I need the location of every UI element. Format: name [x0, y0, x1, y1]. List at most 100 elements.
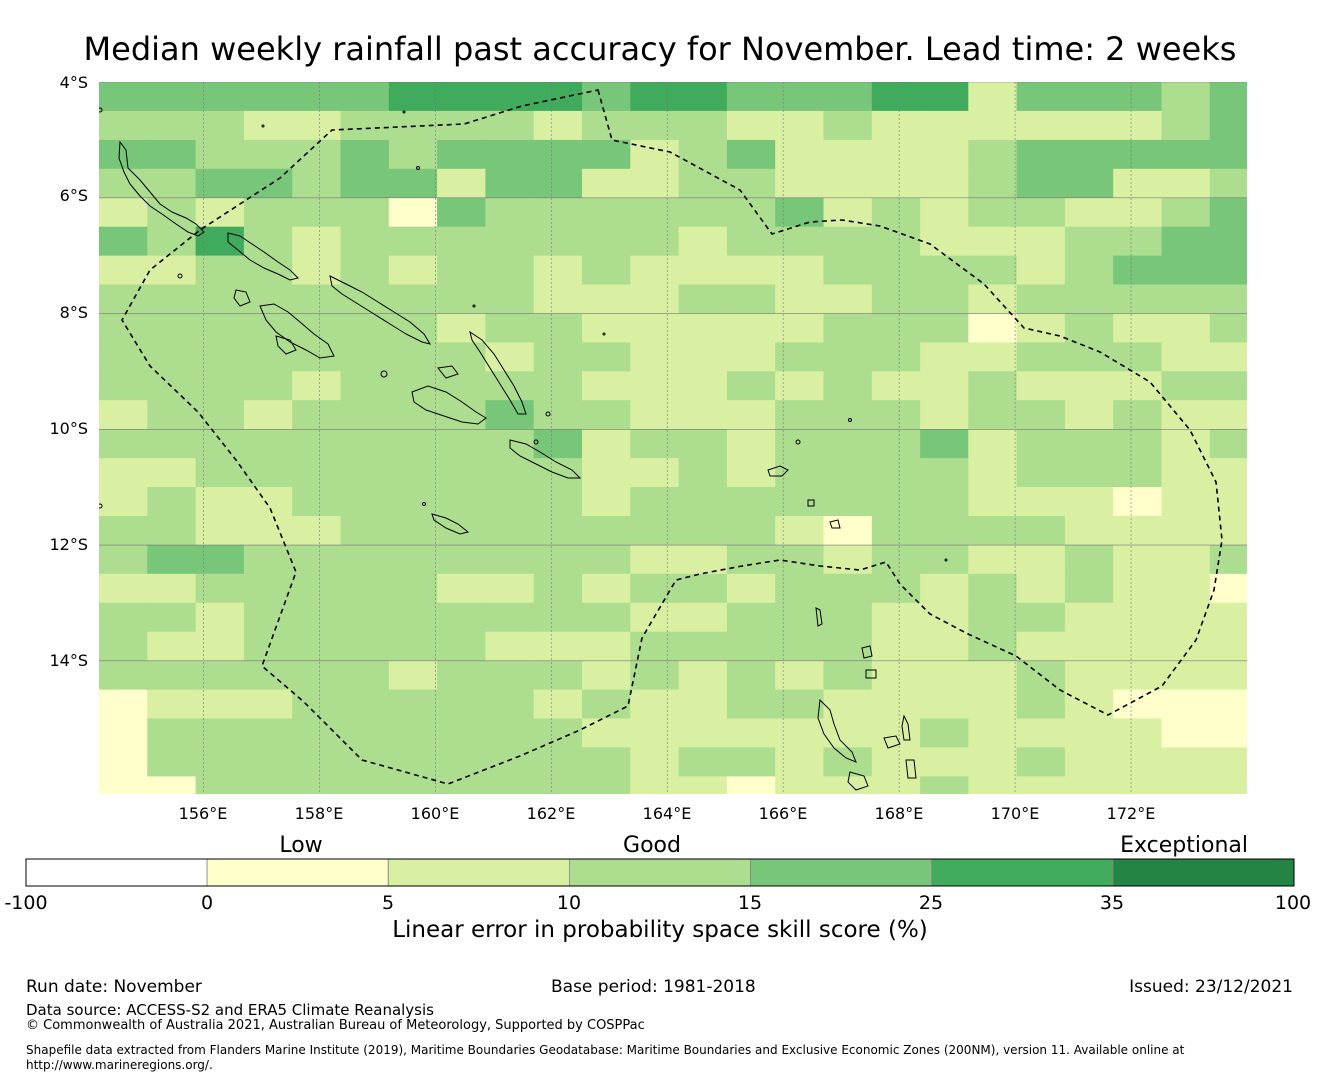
grid-cell: [1016, 313, 1066, 343]
grid-cell: [485, 82, 535, 112]
grid-cell: [823, 516, 873, 546]
grid-cell: [1016, 168, 1066, 199]
grid-cell: [292, 110, 341, 141]
grid-cell: [968, 776, 1018, 794]
grid-cell: [292, 544, 341, 575]
grid-cell: [1209, 371, 1247, 401]
grid-cell: [775, 747, 824, 777]
grid-cell: [920, 284, 969, 314]
grid-cell: [1064, 342, 1114, 372]
grid-cell: [582, 660, 631, 690]
grid-cell: [920, 573, 969, 604]
lat-label: 10°S: [49, 419, 88, 438]
grid-cell: [871, 776, 921, 794]
grid-cell: [630, 82, 680, 112]
grid-cell: [726, 429, 776, 459]
coastline-torres: [815, 607, 823, 627]
grid-cell: [968, 255, 1018, 285]
shapefile-url[interactable]: http://www.marineregions.org/.: [26, 1058, 213, 1072]
grid-cell: [1064, 631, 1114, 662]
grid-cell: [533, 718, 583, 748]
shapefile-credit: Shapefile data extracted from Flanders M…: [26, 1043, 1185, 1057]
islet: [380, 370, 388, 378]
grid-cell: [292, 371, 341, 401]
grid-cell: [388, 487, 438, 517]
grid-cell: [388, 544, 438, 575]
grid-cell: [437, 747, 486, 777]
coastlines: [99, 107, 948, 791]
grid-cell: [871, 573, 921, 604]
colorbar-tick-label: -100: [4, 892, 47, 914]
grid-cell: [485, 313, 535, 343]
grid-cell: [920, 313, 969, 343]
grid-cell: [1016, 429, 1066, 459]
grid-cell: [775, 82, 824, 112]
grid-cell: [823, 487, 873, 517]
grid-cell: [485, 631, 535, 662]
grid-cell: [1064, 718, 1114, 748]
grid-cell: [582, 458, 631, 488]
grid-cell: [1258, 458, 1307, 487]
grid-cell: [292, 139, 341, 170]
grid-cell: [920, 718, 969, 748]
grid-cell: [1113, 689, 1162, 719]
grid-cell: [968, 660, 1018, 690]
grid-cell: [388, 168, 438, 199]
grid-cell: [1258, 516, 1307, 545]
grid-cell: [1258, 314, 1307, 343]
colorbar-frame: [25, 858, 1295, 887]
grid-cell: [726, 313, 776, 343]
grid-cell: [1161, 776, 1211, 794]
grid-cell: [823, 342, 873, 372]
grid-cell: [1161, 110, 1211, 141]
lon-label: 160°E: [411, 804, 460, 823]
grid-cell: [147, 139, 197, 170]
grid-cell: [99, 110, 148, 141]
grid-cell: [678, 544, 728, 575]
grid-cell: [968, 602, 1018, 633]
grid-cell: [437, 718, 486, 748]
grid-cell: [437, 776, 486, 794]
grid-cell: [1209, 313, 1247, 343]
grid-cell: [823, 458, 873, 488]
grid-cell: [1258, 487, 1307, 516]
grid-cell: [630, 313, 680, 343]
coastline-espiritu-santo: [817, 698, 857, 763]
coastline-pentecost: [901, 714, 911, 741]
grid-cell: [1064, 139, 1114, 170]
grid-cell: [1258, 776, 1307, 805]
grid-cell: [871, 82, 921, 112]
grid-cell: [871, 110, 921, 141]
grid-cell: [920, 776, 969, 794]
colorbar: [25, 858, 1295, 887]
grid-cell: [388, 400, 438, 430]
grid-cell: [437, 168, 486, 199]
grid-cell: [485, 660, 535, 690]
grid-cell: [533, 660, 583, 690]
grid-cell: [340, 342, 390, 372]
grid-cell: [1258, 603, 1307, 632]
grid-cell: [243, 110, 293, 141]
copyright: © Commonwealth of Australia 2021, Austra…: [26, 1018, 645, 1033]
grid-cell: [726, 544, 776, 575]
grid-cell: [292, 284, 341, 314]
grid-cell: [99, 689, 148, 719]
grid-cell: [292, 776, 341, 794]
grid-cell: [968, 197, 1018, 228]
grid-cell: [243, 602, 293, 633]
grid-cell: [630, 487, 680, 517]
grid-cell: [1258, 574, 1307, 603]
grid-cell: [99, 371, 148, 401]
grid-cell: [1064, 776, 1114, 794]
grid-cell: [243, 689, 293, 719]
grid-cell: [485, 197, 535, 228]
grid-cell: [533, 573, 583, 604]
grid-cell: [99, 168, 148, 199]
grid-cell: [437, 400, 486, 430]
grid-cell: [920, 660, 969, 690]
grid-cell: [485, 110, 535, 141]
grid-cell: [823, 255, 873, 285]
grid-cell: [292, 689, 341, 719]
grid-cell: [775, 197, 824, 228]
grid-cell: [1161, 429, 1211, 459]
